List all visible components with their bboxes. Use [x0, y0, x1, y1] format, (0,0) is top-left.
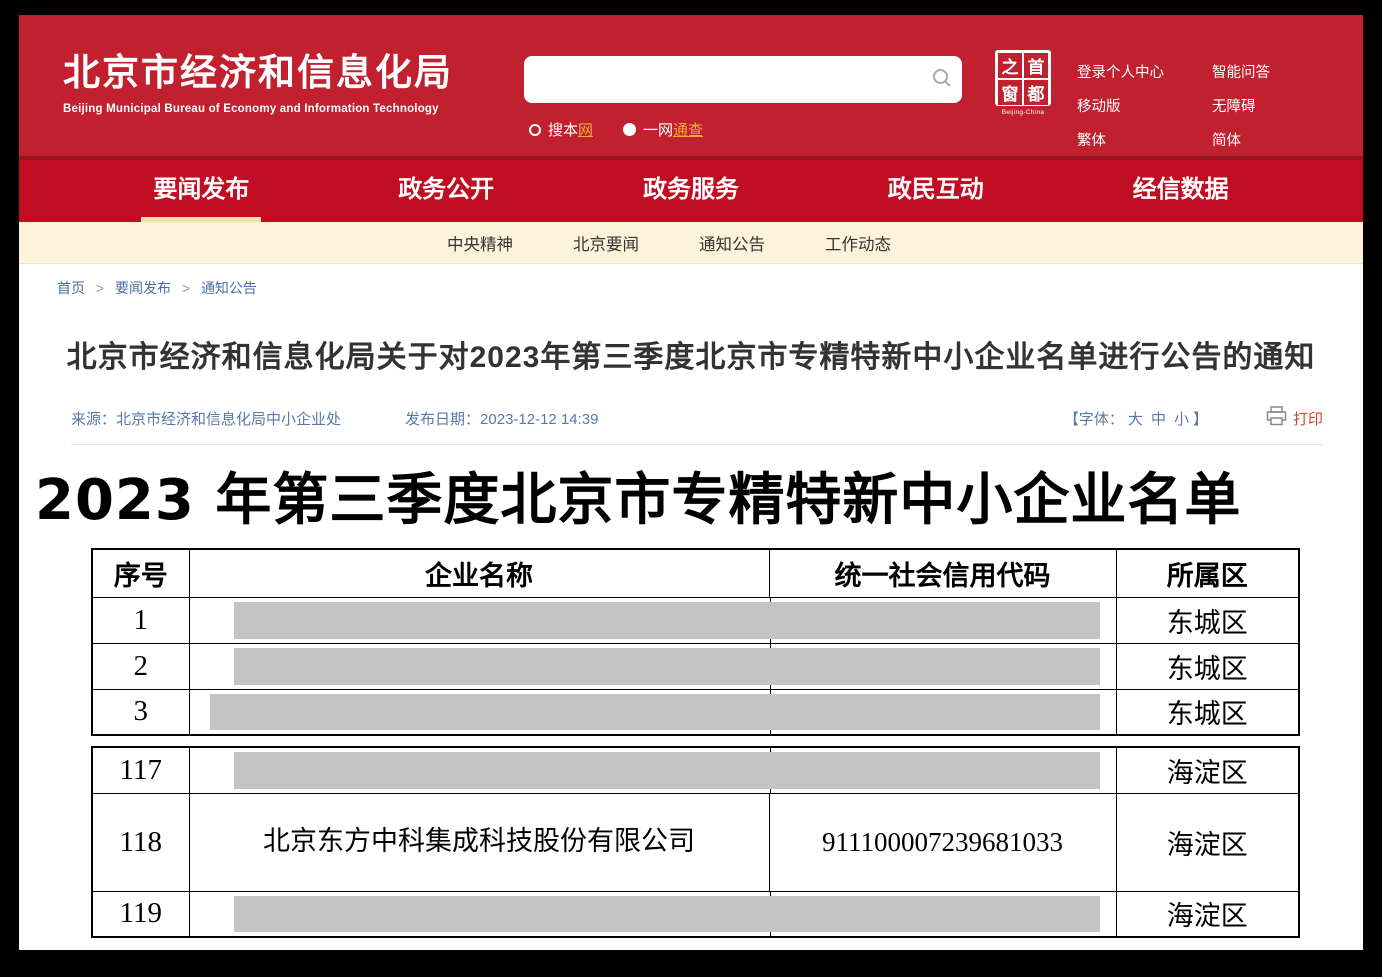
font-size-medium[interactable]: 中: [1150, 410, 1166, 428]
link-login-personal-center[interactable]: 登录个人中心: [1077, 65, 1164, 81]
subnav-central-spirit[interactable]: 中央精神: [447, 235, 513, 254]
breadcrumb-separator: >: [181, 280, 191, 296]
seal-icon: 之 首 窗 都: [995, 50, 1051, 106]
breadcrumb-separator: >: [95, 280, 105, 296]
print-label: 打印: [1292, 410, 1323, 428]
quick-links-col2: 智能问答 无障碍 简体: [1212, 61, 1270, 150]
subnav-beijing-news[interactable]: 北京要闻: [573, 235, 639, 254]
redacted-cell: [188, 642, 1117, 690]
col-header-name: 企业名称: [188, 548, 770, 598]
scope-network-label: 一网通查: [643, 122, 704, 139]
sub-nav: 中央精神 北京要闻 通知公告 工作动态: [19, 222, 1363, 264]
company-name-cell: 北京东方中科集成科技股份有限公司: [188, 792, 770, 892]
site-header: 北京市经济和信息化局 Beijing Municipal Bureau of E…: [19, 15, 1363, 156]
nav-item-data[interactable]: 经信数据: [1132, 176, 1229, 203]
table-row: 1 东城区: [91, 596, 1300, 644]
link-accessibility[interactable]: 无障碍: [1212, 99, 1256, 115]
serial-cell: 1: [91, 596, 190, 644]
serial-cell: 2: [91, 642, 190, 690]
article-title: 北京市经济和信息化局关于对2023年第三季度北京市专精特新中小企业名单进行公告的…: [66, 341, 1316, 374]
site-title: 北京市经济和信息化局: [63, 52, 453, 93]
serial-cell: 117: [91, 746, 190, 794]
font-size-widget: 【字体：大中小】: [1063, 410, 1208, 428]
print-button[interactable]: 打印: [1266, 406, 1323, 430]
link-traditional-chinese[interactable]: 繁体: [1077, 133, 1106, 149]
scope-network-radio[interactable]: 一网通查: [623, 119, 703, 140]
credit-code-cell: 911100007239681033: [768, 792, 1117, 892]
redaction-bar: [233, 601, 1100, 639]
serial-cell: 118: [91, 792, 190, 892]
district-cell: 东城区: [1115, 642, 1300, 690]
redacted-cell: [188, 890, 1117, 938]
redacted-cell: [188, 596, 1117, 644]
nav-item-interaction[interactable]: 政民互动: [887, 176, 984, 203]
article-meta: 来源：北京市经济和信息化局中小企业处 发布日期：2023-12-12 14:39…: [71, 406, 1323, 445]
redacted-cell: [188, 688, 1117, 736]
redaction-bar: [233, 752, 1100, 789]
redacted-cell: [188, 746, 1117, 794]
font-size-small[interactable]: 小: [1173, 410, 1189, 428]
quick-links-col1: 登录个人中心 移动版 繁体: [1077, 61, 1164, 150]
link-smart-qa[interactable]: 智能问答: [1212, 65, 1270, 81]
breadcrumb-news[interactable]: 要闻发布: [114, 280, 171, 296]
search-input[interactable]: [524, 56, 922, 103]
table-row: 2 东城区: [91, 642, 1300, 690]
article-tools: 【字体：大中小】 打印: [1064, 406, 1323, 430]
subnav-notices[interactable]: 通知公告: [699, 235, 765, 254]
search-bar: [524, 56, 962, 103]
table-row: 118 北京东方中科集成科技股份有限公司 911100007239681033 …: [91, 792, 1300, 892]
enterprise-table-wrap: 序号 企业名称 统一社会信用代码 所属区 1 东城区 2 东城区: [91, 548, 1300, 938]
link-mobile-version[interactable]: 移动版: [1077, 99, 1121, 115]
site-subtitle: Beijing Municipal Bureau of Economy and …: [63, 102, 439, 115]
font-size-large[interactable]: 大: [1127, 410, 1143, 428]
nav-item-news[interactable]: 要闻发布: [141, 160, 262, 222]
search-icon: [931, 67, 953, 92]
enterprise-table-section-2: 117 海淀区 118 北京东方中科集成科技股份有限公司 91110000723…: [91, 746, 1300, 938]
table-header-row: 序号 企业名称 统一社会信用代码 所属区: [91, 548, 1300, 598]
redaction-bar: [233, 647, 1100, 685]
quick-links: 登录个人中心 移动版 繁体 智能问答 无障碍 简体: [1077, 61, 1270, 150]
link-simplified-chinese[interactable]: 简体: [1212, 133, 1241, 149]
redaction-bar: [209, 693, 1100, 730]
redaction-bar: [233, 895, 1100, 932]
main-nav: 要闻发布 政务公开 政务服务 政民互动 经信数据: [19, 156, 1363, 222]
serial-cell: 3: [91, 688, 190, 736]
table-row: 119 海淀区: [91, 890, 1300, 938]
col-header-serial: 序号: [91, 548, 190, 598]
scope-site-label: 搜本网: [548, 122, 594, 139]
article-date: 发布日期：2023-12-12 14:39: [405, 410, 599, 428]
subnav-work-trends[interactable]: 工作动态: [825, 235, 891, 254]
district-cell: 海淀区: [1115, 746, 1300, 794]
district-cell: 东城区: [1115, 688, 1300, 736]
district-cell: 东城区: [1115, 596, 1300, 644]
nav-item-gov-service[interactable]: 政务服务: [642, 176, 739, 203]
breadcrumb: 首页 > 要闻发布 > 通知公告: [19, 264, 1363, 306]
district-cell: 海淀区: [1115, 792, 1300, 892]
col-header-district: 所属区: [1115, 548, 1300, 598]
col-header-credit-code: 统一社会信用代码: [768, 548, 1117, 598]
capital-window-seal[interactable]: 之 首 窗 都 Beijing-China: [994, 50, 1052, 116]
seal-caption: Beijing-China: [1001, 109, 1045, 116]
search-scope-options: 搜本网 一网通查: [529, 119, 703, 140]
site-logo[interactable]: 北京市经济和信息化局 Beijing Municipal Bureau of E…: [63, 52, 453, 115]
district-cell: 海淀区: [1115, 890, 1300, 938]
serial-cell: 119: [91, 890, 190, 938]
article-source: 来源：北京市经济和信息化局中小企业处: [71, 410, 342, 428]
table-row: 117 海淀区: [91, 746, 1300, 794]
search-button[interactable]: [922, 56, 962, 103]
document-title: 2023 年第三季度北京市专精特新中小企业名单: [35, 468, 1242, 533]
breadcrumb-current: 通知公告: [200, 280, 257, 296]
nav-item-gov-open[interactable]: 政务公开: [398, 176, 495, 203]
printer-icon: [1266, 406, 1287, 430]
breadcrumb-home[interactable]: 首页: [57, 280, 85, 296]
enterprise-table-section-1: 序号 企业名称 统一社会信用代码 所属区 1 东城区 2 东城区: [91, 548, 1300, 736]
radio-ring-icon: [529, 123, 541, 136]
table-row: 3 东城区: [91, 688, 1300, 736]
scope-site-radio[interactable]: 搜本网: [529, 119, 593, 140]
radio-dot-icon: [623, 123, 637, 136]
page: 北京市经济和信息化局 Beijing Municipal Bureau of E…: [19, 15, 1363, 950]
